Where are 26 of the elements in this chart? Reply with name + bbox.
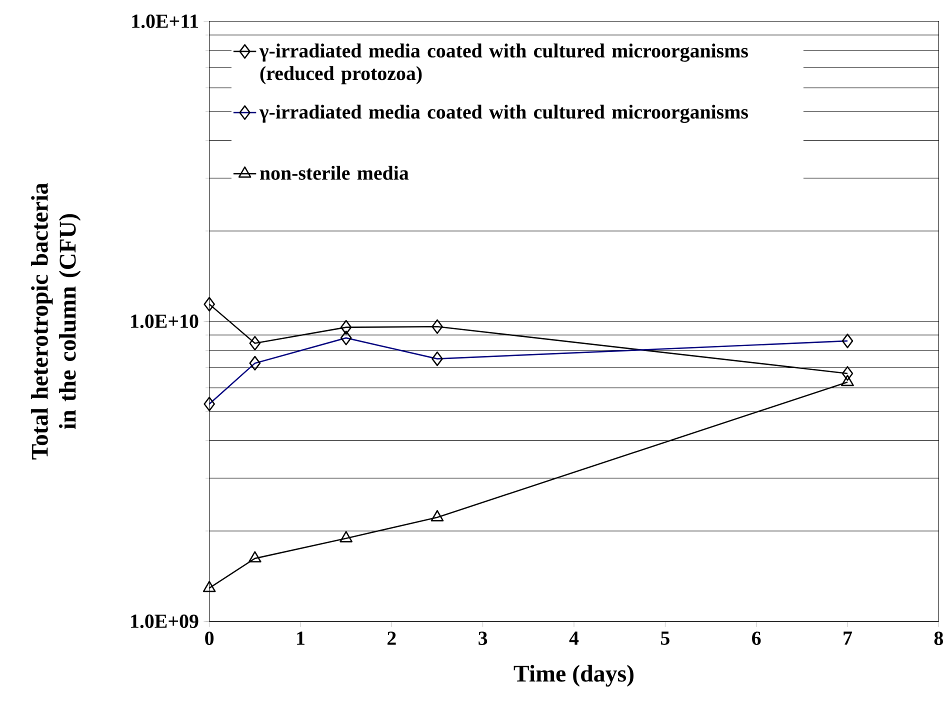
point	[204, 296, 215, 312]
x-tick-label: 1	[297, 631, 304, 645]
y-tick-label: 1.0E+09	[131, 614, 198, 628]
point	[340, 320, 352, 334]
legend-label: γ-irradiated media coated with cultured microorganisms (reduced protozoa)	[259, 43, 748, 84]
x-tick-label: 2	[388, 631, 396, 645]
x-tick-label: 6	[752, 631, 761, 645]
point	[248, 550, 262, 562]
y-tick-label: 1.0E+10	[131, 314, 198, 328]
legend-label: non-sterile media	[260, 166, 409, 180]
point	[249, 336, 261, 350]
point	[432, 319, 443, 334]
point	[842, 366, 854, 381]
x-tick-label: 4	[569, 631, 579, 645]
point	[202, 580, 216, 592]
x-tick-label: 0	[205, 631, 214, 645]
x-tick-label: 5	[660, 631, 670, 645]
legend-label: γ-irradiated media coated with cultured microorganisms	[259, 104, 748, 123]
point	[340, 530, 352, 542]
y-axis-title: Total heterotropic bacteria in the column (CFU)	[31, 182, 81, 460]
point	[430, 510, 444, 522]
x-tick-label: 8	[934, 631, 943, 645]
x-tick-label: 7	[844, 631, 852, 644]
x-tick-label: 3	[478, 631, 488, 645]
y-tick-label: 1.0E+11	[132, 14, 198, 28]
x-axis-title: Time (days)	[514, 664, 634, 686]
